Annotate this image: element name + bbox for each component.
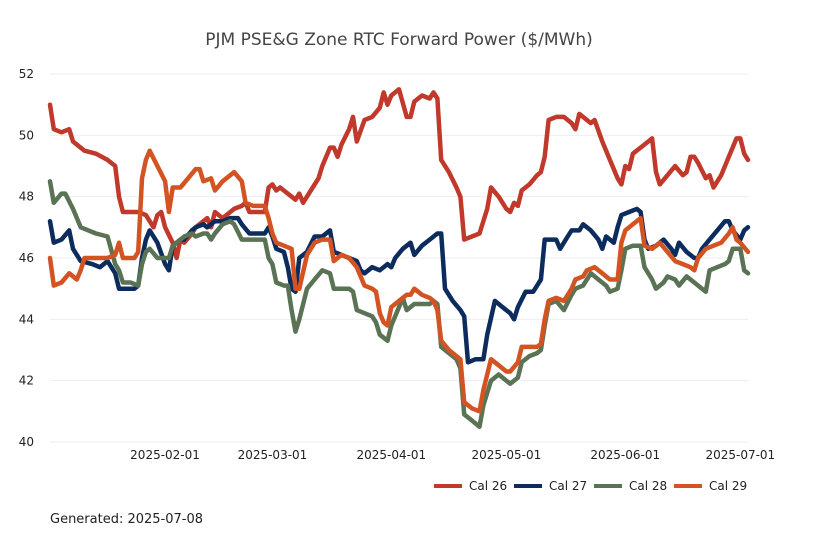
- x-tick-label: 2025-02-01: [130, 448, 200, 462]
- legend-label: Cal 28: [629, 479, 667, 493]
- y-tick-label: 42: [19, 374, 34, 388]
- y-tick-label: 44: [19, 312, 34, 326]
- y-tick-label: 46: [19, 251, 34, 265]
- x-axis-ticks: 2025-02-01 2025-03-01 2025-04-01 2025-05-01…: [130, 448, 775, 462]
- legend-label: Cal 27: [549, 479, 587, 493]
- legend-label: Cal 26: [469, 479, 507, 493]
- x-tick-label: 2025-03-01: [238, 448, 308, 462]
- legend: Cal 26 Cal 27 Cal 28 Cal 29: [434, 479, 747, 493]
- chart-title: PJM PSE&G Zone RTC Forward Power ($/MWh): [205, 30, 593, 50]
- y-tick-label: 48: [19, 190, 34, 204]
- y-tick-label: 40: [19, 435, 34, 449]
- legend-label: Cal 29: [709, 479, 747, 493]
- series-lines: [47, 87, 751, 429]
- x-tick-label: 2025-04-01: [356, 448, 426, 462]
- y-axis-ticks: 40 42 44 46 48 50 52: [19, 67, 34, 449]
- x-tick-label: 2025-06-01: [590, 448, 660, 462]
- y-tick-label: 50: [19, 128, 34, 142]
- x-tick-label: 2025-07-01: [705, 448, 775, 462]
- x-tick-label: 2025-05-01: [472, 448, 542, 462]
- series-line-cal-28: [47, 179, 751, 429]
- series-line-cal-26: [47, 87, 751, 261]
- y-tick-label: 52: [19, 67, 34, 81]
- generated-note: Generated: 2025-07-08: [50, 512, 204, 527]
- series-line-cal-29: [47, 148, 751, 414]
